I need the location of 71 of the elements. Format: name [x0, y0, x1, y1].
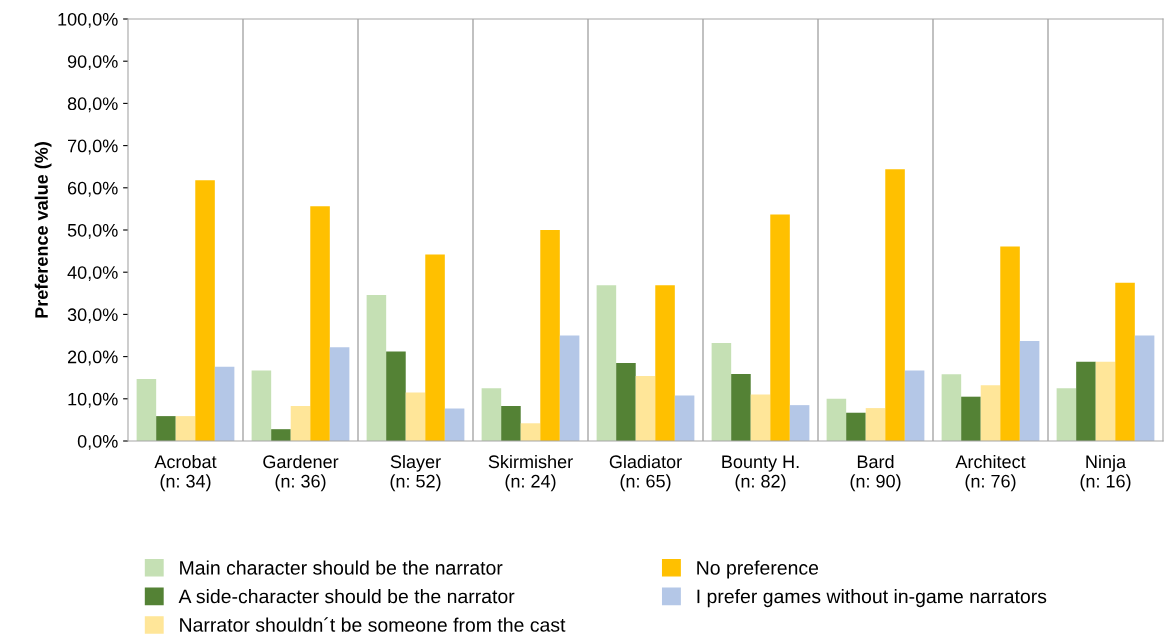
x-tick-label: Ninja (n: 16) — [1080, 454, 1131, 492]
bar — [846, 412, 866, 441]
y-tick-label: 10,0% — [68, 392, 118, 408]
bar — [251, 370, 272, 441]
x-tick-label: Skirmisher (n: 24) — [488, 454, 573, 492]
bar — [214, 366, 235, 441]
bar — [290, 405, 311, 441]
y-tick-label: 80,0% — [67, 97, 118, 113]
legend-label: Narrator shouldn´t be someone from the cast — [180, 617, 566, 632]
bar — [789, 405, 810, 441]
legend-label: A side-character should be the narrator — [178, 589, 515, 604]
bar — [195, 180, 215, 441]
bar — [980, 385, 1001, 441]
bar — [616, 362, 636, 441]
bar — [425, 254, 445, 441]
bar — [444, 408, 465, 441]
bar — [405, 392, 426, 441]
bar — [750, 394, 771, 441]
bar — [1076, 361, 1096, 441]
bar — [1000, 246, 1020, 441]
bar — [826, 398, 847, 441]
y-tick-label: 40,0% — [67, 266, 118, 282]
bar — [386, 351, 406, 441]
y-axis-title: Preference value (%) — [34, 142, 52, 318]
bar — [136, 378, 157, 441]
bar — [1115, 282, 1135, 441]
bar — [540, 230, 560, 441]
y-tick-label: 20,0% — [67, 350, 118, 366]
bar — [156, 416, 176, 441]
y-tick-label: 0,0% — [77, 434, 118, 450]
bar — [961, 396, 981, 441]
bar — [1019, 340, 1040, 441]
bar — [731, 373, 751, 441]
x-tick-label: Bard (n: 90) — [850, 454, 901, 492]
x-tick-label: Gladiator (n: 65) — [609, 454, 682, 492]
bar — [366, 294, 387, 441]
bar — [520, 423, 541, 441]
bar — [941, 374, 962, 441]
bar — [1134, 335, 1155, 441]
bar — [865, 408, 886, 441]
y-tick-label: 90,0% — [67, 55, 118, 71]
x-tick-label: Acrobat (n: 34) — [154, 454, 217, 492]
x-tick-label: Gardener (n: 36) — [263, 454, 339, 492]
bar — [310, 206, 330, 441]
bar — [596, 285, 617, 441]
y-tick-label: 70,0% — [68, 139, 118, 155]
bar — [329, 347, 350, 441]
bar — [1095, 361, 1116, 441]
y-tick-label: 60,0% — [68, 181, 118, 197]
bar — [674, 395, 695, 441]
x-tick-label: Slayer (n: 52) — [390, 454, 441, 492]
y-tick-label: 50,0% — [67, 223, 118, 239]
bar — [655, 285, 675, 441]
bar — [175, 416, 196, 441]
bar — [481, 388, 502, 441]
y-tick-label: 30,0% — [67, 308, 118, 324]
legend-label: No preference — [697, 560, 819, 579]
bar — [904, 370, 925, 441]
bar — [770, 214, 790, 441]
legend-label: I prefer games without in-game narrators — [697, 589, 1047, 608]
bar — [885, 169, 905, 441]
bar — [271, 429, 291, 441]
x-tick-label: Architect (n: 76) — [955, 454, 1026, 492]
bar — [635, 376, 656, 441]
y-tick-label: 100,0% — [58, 12, 118, 28]
bar — [711, 343, 732, 441]
x-tick-label: Bounty H. (n: 82) — [722, 455, 799, 492]
bar — [1056, 388, 1077, 441]
bar — [559, 335, 580, 441]
legend-label: Main character should be the narrator — [180, 560, 503, 575]
bar — [501, 405, 521, 441]
